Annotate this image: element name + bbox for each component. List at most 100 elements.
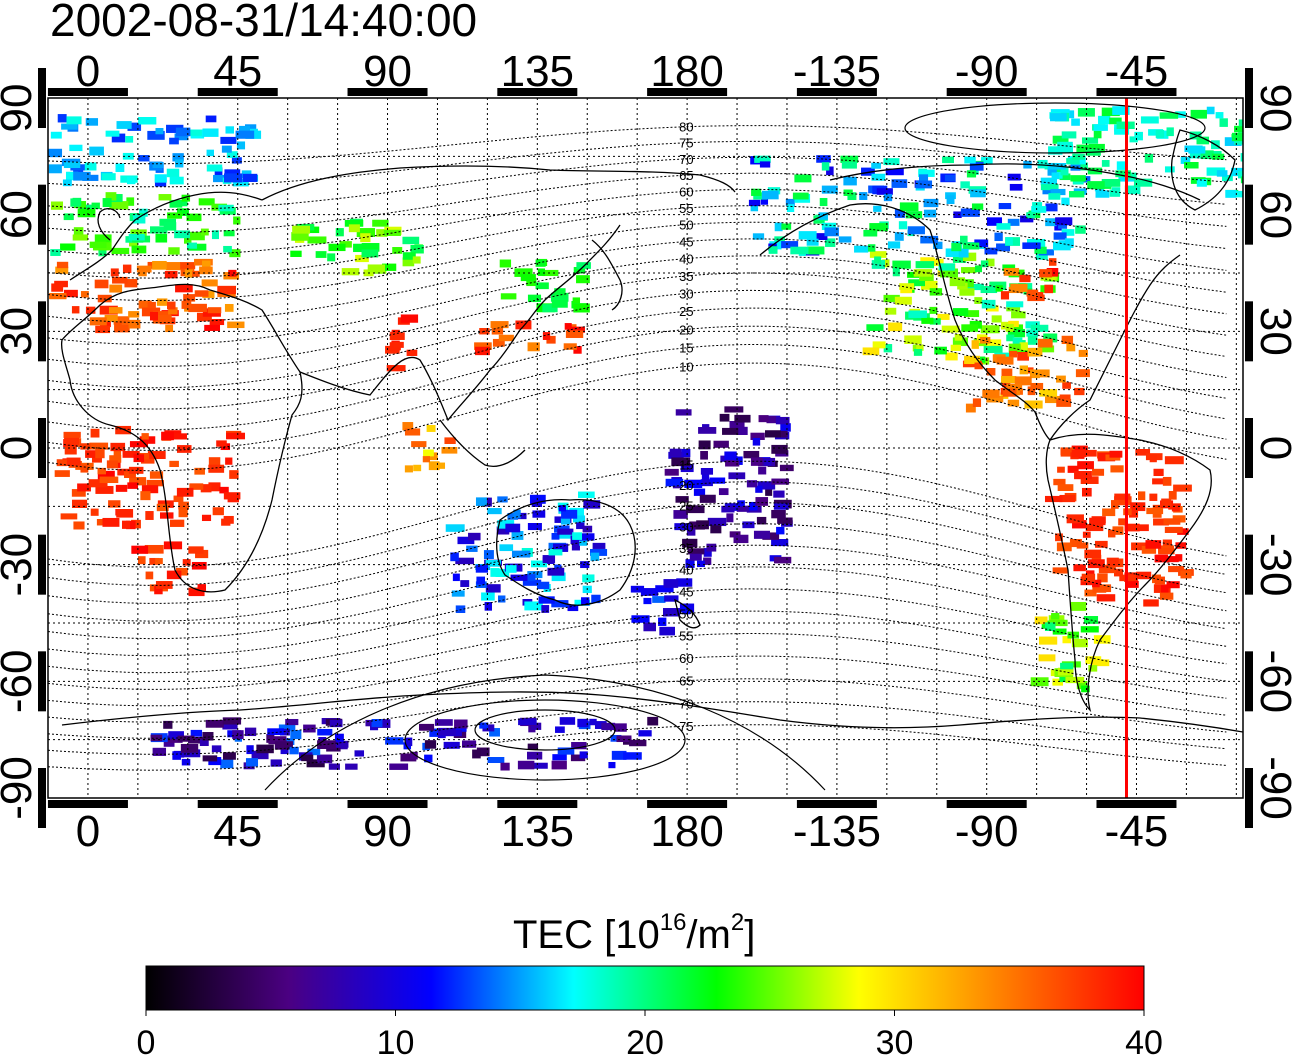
tec-cell: [71, 306, 80, 314]
tec-cell: [570, 754, 586, 762]
tec-cell: [137, 556, 146, 565]
tec-cell: [1057, 667, 1074, 676]
tec-cell: [91, 202, 100, 210]
tec-cell: [345, 763, 358, 770]
tec-cell: [1114, 493, 1131, 500]
tec-cell: [49, 292, 67, 300]
tec-cell: [484, 602, 493, 611]
tec-cell: [166, 168, 180, 178]
tec-cell: [1053, 232, 1067, 240]
tec-cell: [594, 721, 607, 729]
tec-cell: [515, 320, 532, 330]
tec-cell: [1056, 542, 1072, 552]
tec-cell: [1066, 343, 1076, 352]
tec-cell: [551, 533, 560, 540]
right-tick-bar: [1245, 651, 1253, 712]
tec-cell: [208, 457, 221, 466]
maglat-label: 35: [679, 269, 693, 284]
tec-cell: [524, 574, 536, 582]
tec-cell: [581, 597, 590, 606]
tec-cell: [592, 542, 606, 549]
tec-cell: [542, 304, 558, 313]
tec-cell: [869, 223, 888, 232]
left-latitude-label: 30: [0, 307, 41, 356]
tec-cell: [154, 585, 163, 595]
tec-cell: [163, 720, 173, 729]
tec-cell: [753, 192, 768, 200]
top-longitude-label: -45: [1105, 47, 1169, 96]
tec-cell: [771, 444, 788, 454]
tec-cell: [750, 203, 759, 212]
tec-cell: [1206, 167, 1226, 176]
tec-cell: [1007, 218, 1020, 226]
tec-cell: [1044, 284, 1054, 294]
tec-cell: [443, 741, 460, 749]
tec-cell: [681, 448, 691, 458]
tec-cell: [194, 467, 205, 475]
tec-cell: [229, 249, 241, 258]
tec-cell: [785, 198, 795, 207]
tec-cell: [361, 243, 380, 252]
tec-cell: [535, 259, 546, 267]
tec-cell: [355, 254, 369, 263]
tec-cell: [958, 248, 969, 258]
tec-cell: [114, 324, 130, 333]
tec-cell: [742, 521, 755, 529]
tec-cell: [1188, 146, 1206, 154]
tec-cell: [971, 203, 984, 210]
tec-cell: [551, 760, 567, 770]
tec-cell: [920, 235, 939, 244]
tec-cell: [125, 136, 134, 143]
tec-cell: [527, 342, 540, 352]
tec-cell: [980, 325, 1000, 334]
tec-cell: [292, 225, 311, 234]
tec-cell: [814, 233, 828, 241]
tec-cell: [724, 451, 737, 460]
tec-cell: [929, 318, 941, 325]
tec-cell: [1078, 349, 1088, 357]
tec-cell: [841, 161, 857, 169]
tec-cell: [176, 487, 194, 497]
tec-cell: [335, 228, 344, 237]
tec-cell: [773, 503, 789, 510]
tec-cell: [127, 176, 136, 185]
tec-cell: [576, 521, 585, 530]
tec-cell: [196, 312, 212, 322]
tec-cell: [1111, 187, 1121, 196]
tec-cell: [496, 526, 510, 535]
tec-cell: [1044, 622, 1056, 631]
left-tick-bar: [38, 768, 46, 828]
tec-cell: [542, 555, 556, 564]
tec-cell: [95, 449, 105, 459]
tec-cell: [579, 751, 588, 759]
tec-cell: [1112, 526, 1124, 535]
tec-cell: [754, 155, 771, 163]
map-grid: [48, 98, 1243, 798]
tec-cell: [186, 242, 197, 249]
tec-cell: [1052, 678, 1064, 686]
tec-cell: [110, 194, 123, 203]
tec-cell: [771, 478, 790, 485]
tec-cell: [1115, 170, 1132, 178]
tec-cell: [56, 459, 67, 467]
top-tick-bar: [497, 88, 578, 96]
tec-cell: [1231, 167, 1243, 177]
tec-cell: [105, 192, 117, 201]
tec-cell: [629, 739, 647, 747]
tec-cell: [1080, 476, 1099, 484]
tec-cell: [132, 214, 146, 224]
tec-cell: [367, 264, 385, 273]
tec-cell: [1099, 584, 1112, 593]
tec-cell: [885, 168, 904, 176]
tec-cell: [1026, 212, 1036, 219]
tec-cell: [152, 314, 172, 324]
tec-cell: [209, 318, 225, 326]
tec-cell: [1164, 166, 1175, 173]
tec-cell: [172, 751, 181, 760]
tec-cell: [913, 269, 933, 277]
tec-cell: [110, 442, 126, 452]
tec-cell: [168, 731, 184, 739]
tec-cell: [1055, 217, 1073, 226]
tec-cell: [874, 256, 882, 264]
tec-cell: [551, 600, 569, 608]
